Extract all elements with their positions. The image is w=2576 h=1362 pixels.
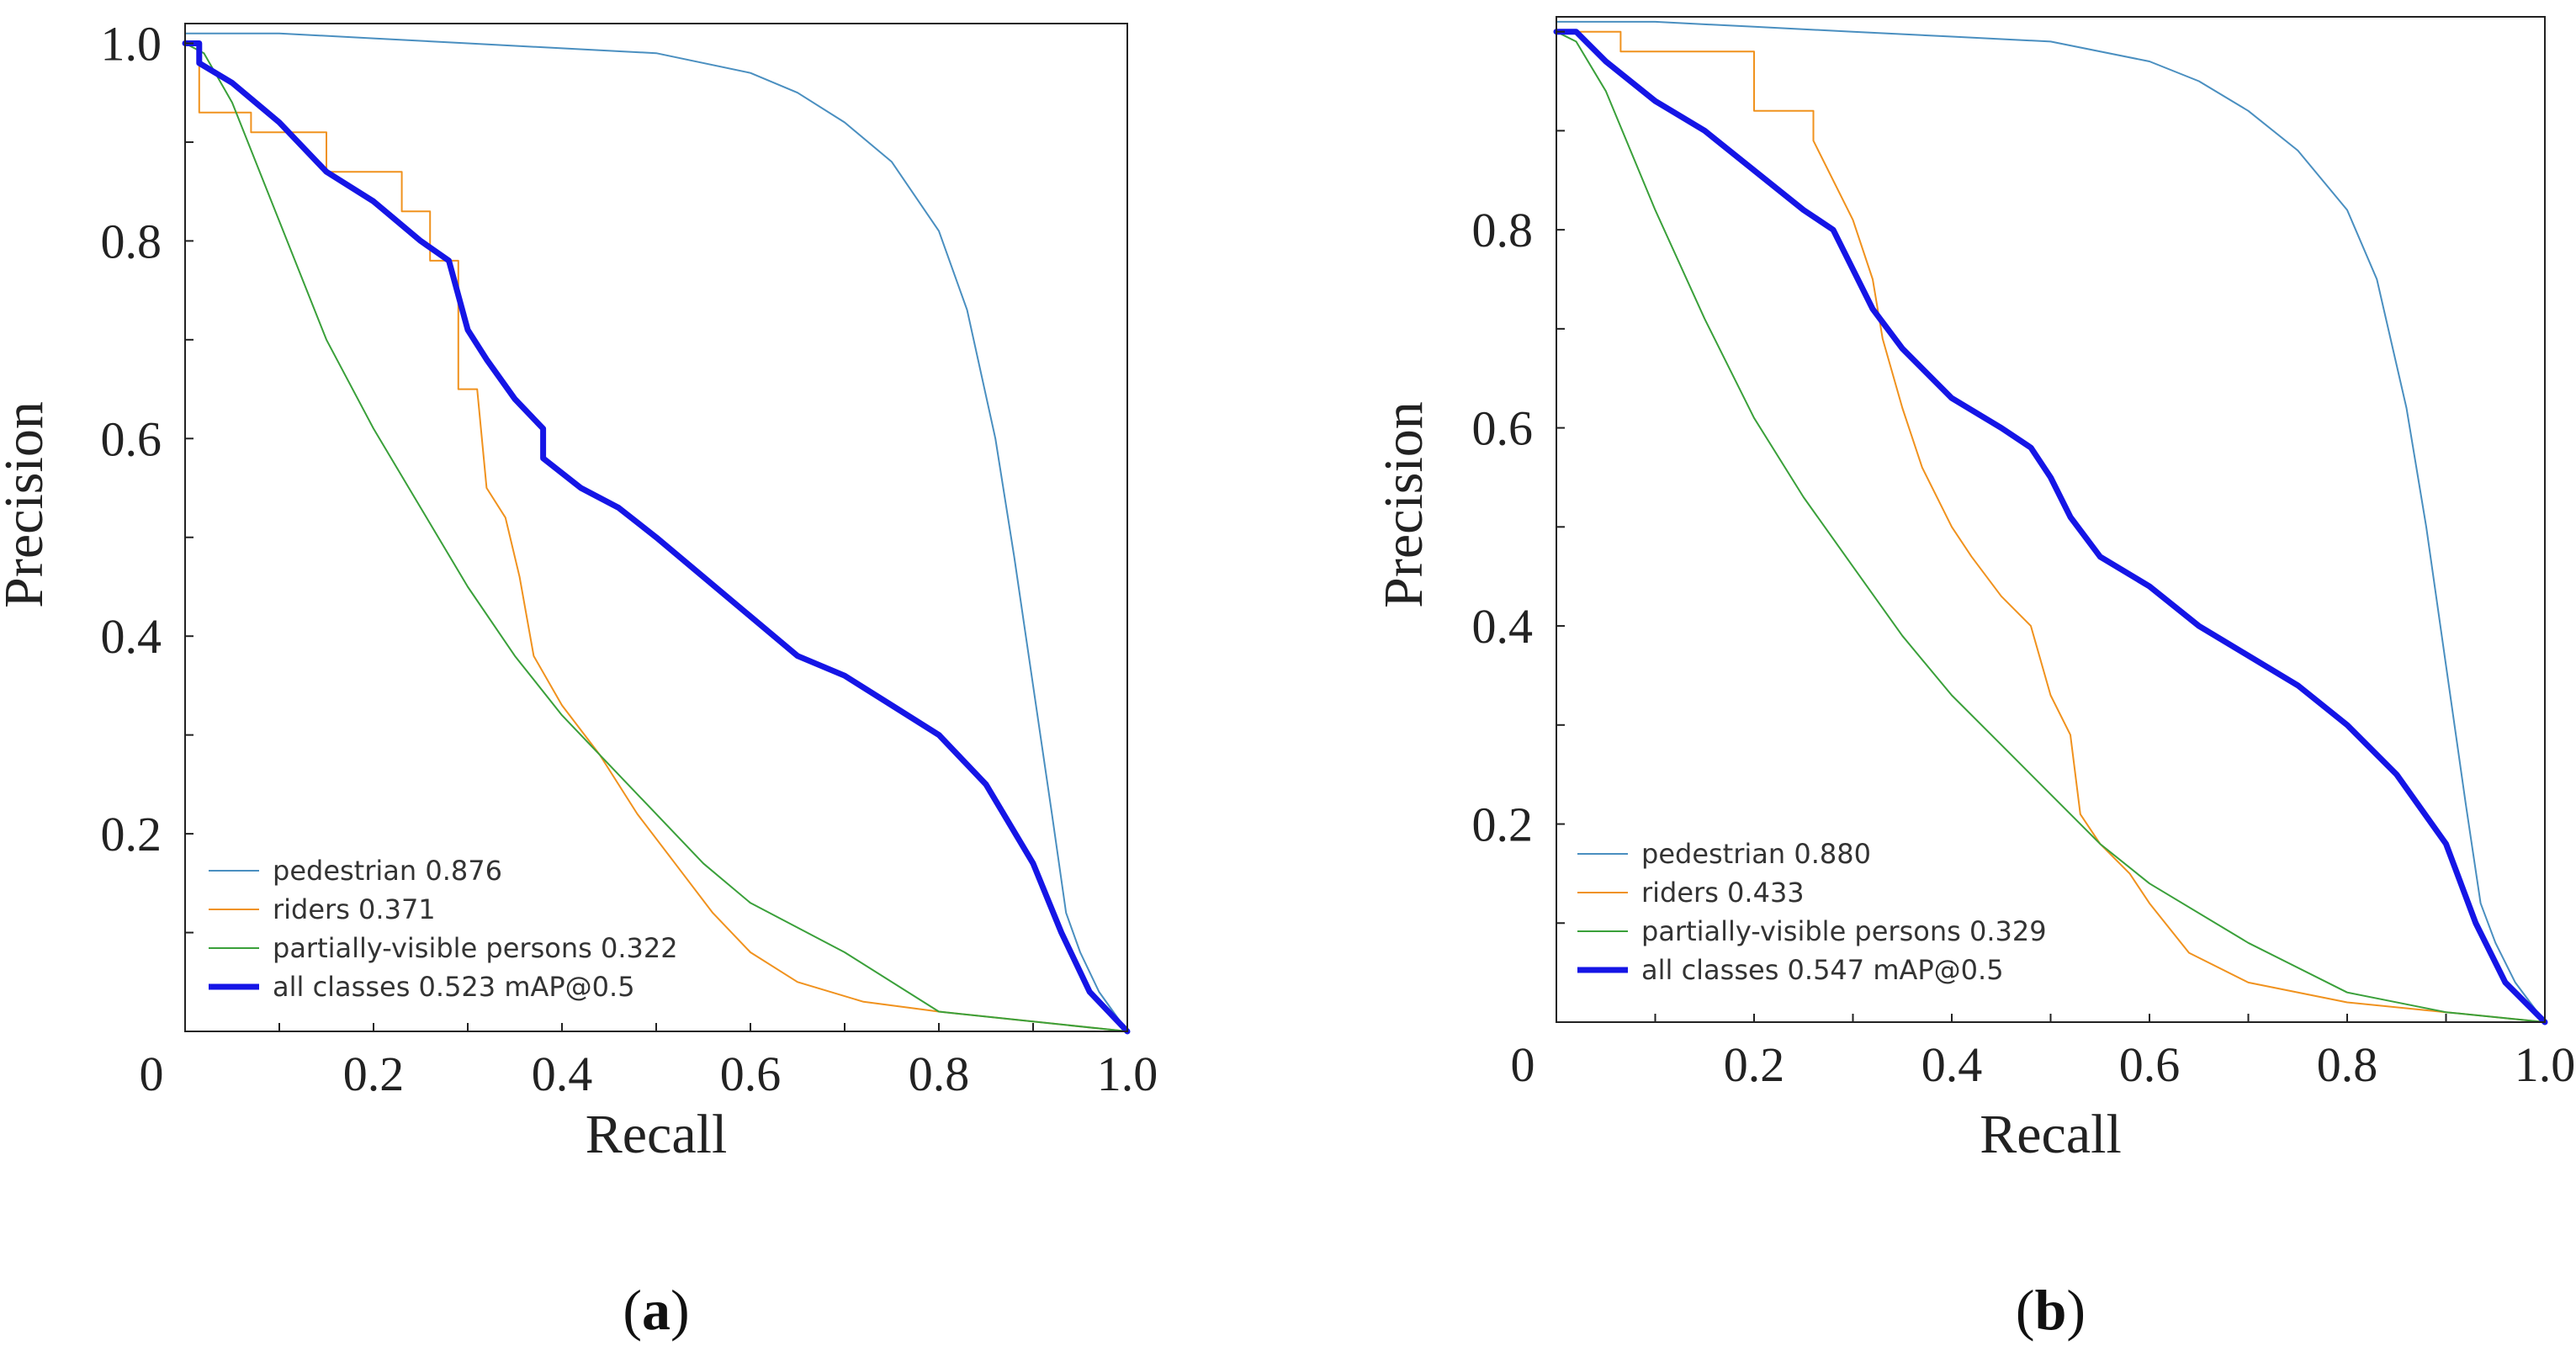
x-axis-title: Recall: [586, 1104, 728, 1165]
legend-label: all classes 0.523 mAP@0.5: [273, 971, 635, 1003]
x-tick-label: 0.2: [343, 1047, 405, 1101]
y-tick-label: 0.2: [1472, 798, 1534, 852]
series-line-pedestrian: [1556, 20, 2546, 1023]
y-tick-label: 0.4: [101, 609, 162, 664]
legend-label: all classes 0.547 mAP@0.5: [1641, 954, 2004, 986]
legend-label: pedestrian 0.876: [273, 855, 502, 887]
plot-area: [185, 24, 1127, 1031]
chart-panel-b: 0 0.2 0.4 0.6 0.8 1.0 0.2 0.4 0.6 0.8 Recall Precis…: [1373, 16, 2576, 1342]
x-tick-label: 0.4: [1921, 1037, 1983, 1092]
legend-label: partially-visible persons 0.329: [1641, 915, 2047, 947]
x-tick-label: 0.6: [2119, 1037, 2181, 1092]
series-line-all-classes: [1553, 29, 2548, 1025]
legend-label: pedestrian 0.880: [1641, 838, 1871, 870]
legend-label: partially-visible persons 0.322: [273, 932, 678, 964]
series-line-all-classes: [182, 40, 1131, 1035]
y-tick-label: 0.6: [101, 411, 162, 466]
legend: pedestrian 0.876 riders 0.371 partially-vi…: [209, 855, 678, 1003]
legend: pedestrian 0.880 riders 0.433 partially-vi…: [1577, 838, 2047, 986]
x-tick-label: 0.6: [720, 1047, 782, 1101]
x-tick-label: 0.2: [1724, 1037, 1785, 1092]
x-tick-label: 0: [1511, 1037, 1535, 1092]
series-line-pedestrian: [184, 32, 1128, 1032]
y-tick-label: 0.6: [1472, 401, 1534, 456]
legend-label: riders 0.371: [273, 893, 436, 925]
x-tick-label: 0.4: [532, 1047, 593, 1101]
x-tick-label: 0.8: [909, 1047, 970, 1101]
chart-panel-a: 0 0.2 0.4 0.6 0.8 1.0 0.2 0.4 0.6 0.8 1.0 Recall Pre…: [0, 16, 1158, 1342]
panel-label: (a): [623, 1278, 689, 1342]
y-tick-label: 1.0: [101, 16, 162, 71]
x-tick-label: 1.0: [1097, 1047, 1158, 1101]
plot-area: [1556, 17, 2545, 1022]
y-tick-label: 0.8: [101, 214, 162, 268]
panel-label: (b): [2016, 1278, 2086, 1342]
y-tick-label: 0.4: [1472, 599, 1534, 654]
series-line-riders: [1556, 30, 2546, 1023]
x-tick-label: 1.0: [2515, 1037, 2576, 1092]
x-tick-label: 0.8: [2317, 1037, 2378, 1092]
x-axis-title: Recall: [1980, 1104, 2122, 1165]
series-line-riders: [184, 42, 1128, 1032]
y-tick-label: 0.8: [1472, 203, 1534, 257]
y-axis-title: Precision: [0, 401, 55, 608]
series-line-partially-visible-persons: [1556, 30, 2546, 1023]
y-tick-label: 0.2: [101, 807, 162, 861]
x-tick-label: 0: [140, 1047, 164, 1101]
y-axis-title: Precision: [1373, 401, 1434, 608]
legend-label: riders 0.433: [1641, 877, 1805, 909]
series-line-partially-visible-persons: [184, 42, 1128, 1032]
